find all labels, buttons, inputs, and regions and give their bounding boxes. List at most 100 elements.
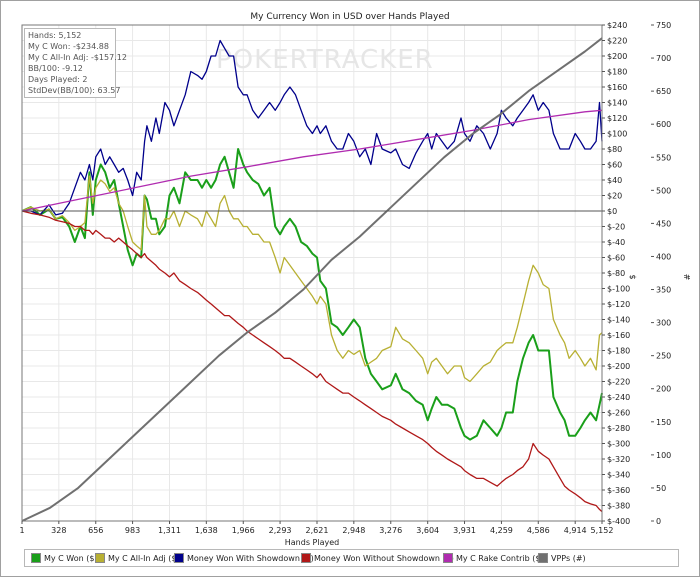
y2-tick-label: 100 (656, 451, 671, 460)
grid (21, 24, 603, 522)
y-tick-label: $-60 (607, 254, 625, 263)
stats-box: Hands: 5,152 My C Won: -$234.88 My C All… (24, 28, 127, 98)
stat-won: My C Won: -$234.88 (28, 42, 109, 51)
y-axis-label: $ (628, 274, 637, 279)
legend: My C Won ($) My C All-In Adj ($) Money W… (24, 549, 679, 567)
y-tick-label: $80 (607, 145, 622, 154)
y2-tick-label: 450 (656, 219, 671, 228)
legend-label: My C All-In Adj ($) (108, 553, 180, 563)
y-tick-label: $-180 (607, 347, 630, 356)
y2-tick-label: 350 (656, 286, 671, 295)
y-tick-label: $-240 (607, 393, 630, 402)
stat-allin-adj: My C All-In Adj: -$157.12 (28, 53, 127, 62)
stat-days: Days Played: 2 (28, 75, 88, 84)
legend-item-non-showdown[interactable]: Money Won Without Showdown ($) (301, 553, 454, 563)
legend-label: VPPs (#) (551, 553, 586, 563)
y2-tick-label: 50 (656, 484, 666, 493)
x-tick-label: 656 (88, 526, 103, 535)
y-tick-label: $-20 (607, 223, 625, 232)
x-tick-label: 1,638 (195, 526, 218, 535)
legend-swatch (174, 553, 184, 563)
x-tick-label: 328 (51, 526, 66, 535)
y2-axis-ticks: 7507006506005505004504003503002502001501… (651, 21, 671, 526)
y-tick-label: $40 (607, 176, 622, 185)
x-tick-label: 3,276 (379, 526, 402, 535)
y-tick-label: $60 (607, 161, 622, 170)
y2-tick-label: 550 (656, 153, 671, 162)
y-tick-label: $140 (607, 99, 627, 108)
stat-hands: Hands: 5,152 (28, 31, 82, 40)
y-tick-label: $20 (607, 192, 622, 201)
x-tick-label: 4,586 (527, 526, 550, 535)
x-tick-label: 2,293 (269, 526, 292, 535)
y-tick-label: $-300 (607, 440, 630, 449)
legend-swatch (301, 553, 311, 563)
legend-swatch (95, 553, 105, 563)
series-line-my-c-all-in-adj (21, 175, 603, 383)
chart-title: My Currency Won in USD over Hands Played (250, 12, 449, 22)
legend-item-rake[interactable]: My C Rake Contrib ($) (443, 553, 544, 563)
y2-tick-label: 750 (656, 21, 671, 30)
y-tick-label: $240 (607, 21, 627, 30)
legend-item-my-c-won[interactable]: My C Won ($) (31, 553, 98, 563)
y-tick-label: $-360 (607, 486, 630, 495)
x-axis-label: Hands Played (285, 538, 339, 547)
y2-tick-label: 300 (656, 319, 671, 328)
legend-label: Money Won With Showdown ($) (187, 553, 314, 563)
series-line-vpps (21, 37, 603, 522)
x-axis-ticks: 1 328 656 983 1,311 1,638 1,966 2,293 2,621 2,948… (19, 521, 613, 535)
y2-tick-label: 700 (656, 54, 671, 63)
y-tick-label: $-400 (607, 517, 630, 526)
y2-tick-label: 250 (656, 352, 671, 361)
x-tick-label: 983 (125, 526, 140, 535)
legend-item-all-in-adj[interactable]: My C All-In Adj ($) (95, 553, 180, 563)
legend-item-showdown[interactable]: Money Won With Showdown ($) (174, 553, 314, 563)
y2-tick-label: 500 (656, 186, 671, 195)
y-tick-label: $-380 (607, 502, 630, 511)
y-tick-label: $0 (607, 207, 617, 216)
y-tick-label: $-100 (607, 285, 630, 294)
series-line-money-won-without-showdown (21, 210, 603, 513)
y-tick-label: $160 (607, 83, 627, 92)
y-tick-label: $-260 (607, 409, 630, 418)
x-tick-label: 1,966 (232, 526, 255, 535)
y-tick-label: $-140 (607, 316, 630, 325)
x-tick-label: 3,931 (453, 526, 476, 535)
y-tick-label: $100 (607, 130, 627, 139)
x-tick-label: 1,311 (158, 526, 181, 535)
x-tick-label: 4,914 (564, 526, 587, 535)
y-tick-label: $-120 (607, 300, 630, 309)
x-tick-label: 2,948 (342, 526, 365, 535)
y-tick-label: $-40 (607, 238, 625, 247)
y-tick-label: $-280 (607, 424, 630, 433)
y-tick-label: $-220 (607, 378, 630, 387)
y2-tick-label: 200 (656, 385, 671, 394)
legend-swatch (31, 553, 41, 563)
x-tick-label: 2,621 (306, 526, 329, 535)
x-tick-label: 4,259 (490, 526, 513, 535)
x-tick-label: 3,604 (416, 526, 439, 535)
y-tick-label: $200 (607, 52, 627, 61)
stat-stddev: StdDev(BB/100): 63.57 (28, 86, 121, 95)
legend-item-vpps[interactable]: VPPs (#) (538, 553, 586, 563)
legend-label: My C Rake Contrib ($) (456, 553, 544, 563)
y-tick-label: $-320 (607, 455, 630, 464)
y2-tick-label: 600 (656, 120, 671, 129)
legend-swatch (443, 553, 453, 563)
x-tick-label: 5,152 (591, 526, 614, 535)
stat-bb100: BB/100: -9.12 (28, 64, 83, 73)
y-tick-label: $-80 (607, 269, 625, 278)
y2-tick-label: 150 (656, 418, 671, 427)
y-tick-label: $180 (607, 68, 627, 77)
y-tick-label: $120 (607, 114, 627, 123)
y-tick-label: $-160 (607, 331, 630, 340)
y-axis-ticks: $240 $220 $200 $180 $160 $140 $120 $100 $80 $60 $4… (602, 21, 630, 526)
y2-tick-label: 650 (656, 87, 671, 96)
series-line-my-c-won (21, 148, 603, 441)
series-layer (21, 37, 603, 522)
y-tick-label: $220 (607, 37, 627, 46)
y-tick-label: $-340 (607, 471, 630, 480)
legend-swatch (538, 553, 548, 563)
